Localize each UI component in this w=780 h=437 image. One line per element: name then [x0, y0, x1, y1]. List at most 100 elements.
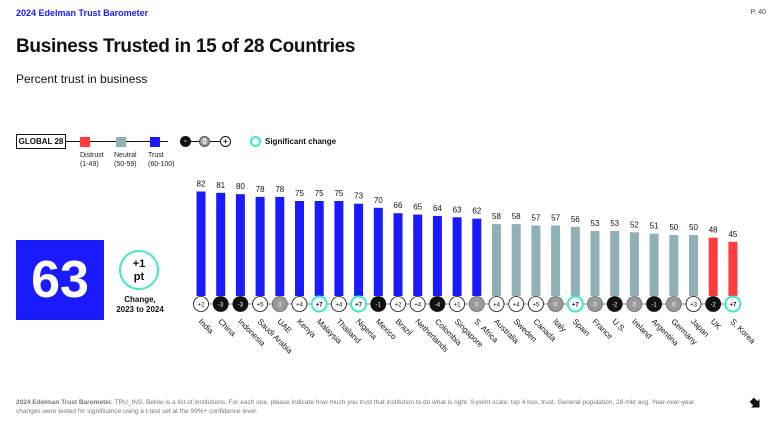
change-label-25: +3 [690, 303, 698, 309]
neutral-swatch [116, 137, 126, 147]
change-label-24: 0 [672, 303, 676, 309]
change-badge-14 [468, 296, 485, 312]
report-brand: 2024 Edelman Trust Barometer [16, 8, 148, 18]
change-badge-2 [232, 296, 249, 312]
value-label-24: 50 [669, 223, 678, 232]
change-badge-0 [193, 296, 209, 312]
distrust-swatch [80, 137, 90, 147]
change-label-0: +2 [198, 303, 206, 309]
bar-25 [689, 235, 698, 296]
legend-distrust [80, 137, 90, 147]
category-label-26: UK [709, 317, 724, 332]
change-badge-8 [350, 295, 368, 313]
value-label-13: 63 [453, 205, 462, 214]
change-badge-18 [547, 296, 564, 312]
change-badge-22 [626, 296, 643, 312]
change-label-23: -1 [651, 303, 657, 309]
value-label-10: 66 [394, 201, 403, 210]
global-trust-value: 63 [16, 240, 104, 320]
change-badge-4 [271, 296, 288, 312]
category-label-1: China [216, 317, 238, 339]
change-label-22: 0 [633, 303, 637, 309]
significant-change-icon [250, 136, 261, 147]
change-badge-19 [566, 295, 584, 313]
page-title: Business Trusted in 15 of 28 Countries [16, 36, 356, 57]
value-label-9: 70 [374, 196, 383, 205]
value-label-26: 48 [709, 226, 718, 235]
bar-16 [511, 224, 521, 296]
change-badge-24 [665, 296, 682, 312]
bar-9 [373, 207, 383, 296]
change-badge-7 [330, 296, 347, 312]
bar-24 [669, 235, 679, 296]
report-name: Edelman Trust Barometer [38, 8, 149, 18]
change-label-3: +5 [257, 303, 265, 309]
bar-23 [649, 233, 659, 296]
legend-trust [150, 137, 160, 147]
trust-swatch [150, 137, 160, 147]
value-label-14: 62 [472, 207, 481, 216]
change-badge-16 [508, 296, 525, 312]
legend-neutral-label: Neutral (50-59) [114, 152, 137, 168]
value-label-6: 75 [315, 189, 324, 198]
bar-22 [629, 232, 639, 296]
change-label-19: +7 [572, 303, 580, 309]
category-label-0: India [197, 317, 216, 336]
change-label-2: -3 [238, 303, 244, 309]
significant-change-label: Significant change [265, 137, 337, 146]
bar-5 [295, 201, 304, 296]
legend-distrust-label: Distrust (1-49) [80, 152, 104, 168]
report-year: 2024 [16, 8, 37, 18]
next-page-arrow-icon[interactable] [748, 396, 764, 412]
change-label-9: -1 [376, 303, 382, 309]
change-label-1: -3 [218, 303, 224, 309]
page-subtitle: Percent trust in business [16, 72, 148, 86]
change-label-18: 0 [554, 303, 558, 309]
footnote-source: 2024 Edelman Trust Barometer. [16, 399, 113, 406]
change-label-4: 0 [278, 303, 282, 309]
change-badge-15 [488, 296, 505, 312]
footnote: 2024 Edelman Trust Barometer. TRU_INS. B… [16, 398, 696, 416]
global-change-badge: +1 pt [119, 250, 159, 290]
change-badge-12 [429, 296, 446, 312]
change-badge-1 [212, 296, 229, 312]
bar-12 [432, 215, 442, 296]
change-badge-26 [705, 296, 722, 312]
change-badge-5 [291, 296, 308, 312]
value-label-3: 78 [256, 185, 265, 194]
bar-19 [570, 226, 580, 296]
change-label-15: +4 [493, 303, 501, 309]
category-label-19: Spain [571, 317, 592, 338]
value-label-12: 64 [433, 204, 442, 213]
value-label-18: 57 [551, 213, 560, 222]
change-badge-17 [528, 296, 544, 312]
change-label-7: +4 [335, 303, 343, 309]
value-label-27: 45 [728, 230, 737, 239]
change-positive-icon: + [220, 136, 231, 147]
bar-3 [255, 196, 265, 296]
change-label-11: +4 [414, 303, 422, 309]
category-label-27: S. Korea [728, 317, 757, 346]
global-change-label: Change, 2023 to 2024 [116, 295, 164, 314]
change-badge-9 [370, 296, 387, 312]
value-label-16: 58 [512, 212, 521, 221]
bar-6 [314, 201, 324, 296]
change-badge-11 [409, 296, 426, 312]
value-label-21: 53 [610, 219, 619, 228]
legend-neutral [116, 137, 126, 147]
bar-27 [728, 241, 738, 296]
value-label-23: 51 [650, 222, 659, 231]
page-number: P. 40 [750, 9, 766, 16]
global-change-value: +1 [132, 258, 146, 270]
value-label-4: 78 [275, 185, 284, 194]
change-badge-3 [252, 296, 269, 312]
bar-11 [413, 214, 423, 296]
bar-0 [196, 191, 206, 296]
change-label-17: +5 [532, 303, 540, 309]
value-label-7: 75 [334, 189, 343, 198]
change-badge-27 [724, 295, 742, 313]
value-label-22: 52 [630, 220, 639, 229]
change-label-6: +7 [316, 303, 324, 309]
change-badge-13 [449, 296, 466, 312]
change-badge-10 [390, 296, 406, 312]
